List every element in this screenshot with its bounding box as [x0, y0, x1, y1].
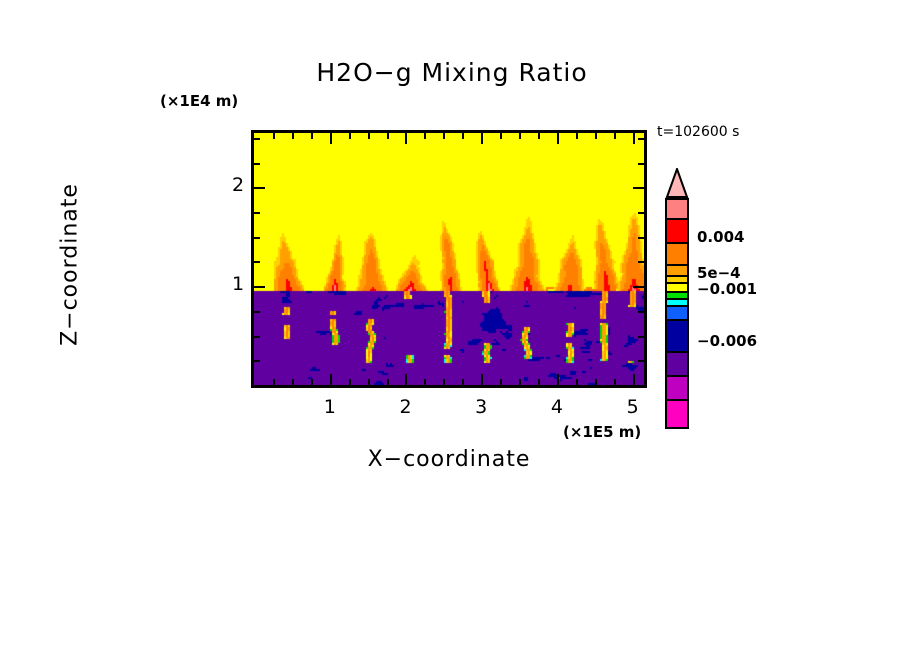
xaxis-units-label: (×1E5 m)	[563, 423, 642, 441]
axis-tick	[254, 212, 260, 214]
axis-tick	[254, 336, 260, 338]
colorbar-arrow-icon	[665, 168, 689, 198]
colorbar-tick-label: 5e−4	[697, 264, 741, 282]
axis-tick	[633, 286, 644, 288]
axis-tick	[500, 379, 502, 385]
colorbar-segment	[665, 353, 689, 377]
axis-tick	[254, 187, 265, 189]
axis-tick	[311, 379, 313, 385]
axis-tick	[443, 133, 445, 139]
xaxis-title: X−coordinate	[367, 447, 531, 472]
axis-tick	[254, 138, 260, 140]
axis-tick	[254, 360, 260, 362]
axis-tick	[500, 133, 502, 139]
xaxis-tick-label: 5	[626, 396, 639, 418]
axis-tick	[387, 379, 389, 385]
heatmap-field-canvas	[254, 133, 644, 385]
axis-tick	[273, 379, 275, 385]
axis-tick	[443, 379, 445, 385]
axis-tick	[292, 379, 294, 385]
axis-tick	[424, 133, 426, 139]
yaxis-tick-label: 1	[232, 273, 245, 296]
axis-tick	[292, 133, 294, 139]
colorbar-segment	[665, 277, 689, 284]
axis-tick	[638, 360, 644, 362]
axis-tick	[538, 133, 540, 139]
axis-tick	[330, 133, 332, 144]
axis-tick	[481, 133, 483, 144]
axis-tick	[330, 374, 332, 385]
axis-tick	[349, 379, 351, 385]
colorbar-segment	[665, 300, 689, 307]
yaxis-title: Z−coordinate	[57, 183, 83, 346]
axis-tick	[638, 311, 644, 313]
colorbar-segment	[665, 284, 689, 293]
time-annotation: t=102600 s	[657, 124, 740, 140]
yaxis-tick-label: 2	[232, 174, 245, 197]
yaxis-units-label: (×1E4 m)	[160, 92, 239, 110]
axis-tick	[368, 379, 370, 385]
axis-tick	[254, 286, 265, 288]
xaxis-tick-label: 1	[323, 396, 336, 418]
axis-tick	[638, 237, 644, 239]
xaxis-tick-label: 3	[475, 396, 488, 418]
axis-tick	[638, 163, 644, 165]
axis-tick	[481, 374, 483, 385]
axis-tick	[557, 374, 559, 385]
colorbar-segment	[665, 401, 689, 429]
axis-tick	[368, 133, 370, 139]
axis-tick	[638, 336, 644, 338]
axis-tick	[405, 374, 407, 385]
axis-tick	[519, 379, 521, 385]
colorbar-tick-label: −0.006	[697, 332, 758, 350]
colorbar-segment	[665, 244, 689, 266]
heatmap-plot-area	[251, 130, 647, 388]
colorbar-segment	[665, 266, 689, 277]
axis-tick	[614, 379, 616, 385]
axis-tick	[462, 379, 464, 385]
axis-tick	[387, 133, 389, 139]
colorbar-segment	[665, 377, 689, 401]
axis-tick	[254, 237, 260, 239]
axis-tick	[349, 133, 351, 139]
axis-tick	[595, 133, 597, 139]
axis-tick	[633, 133, 635, 144]
axis-tick	[638, 138, 644, 140]
axis-tick	[576, 133, 578, 139]
xaxis-tick-label: 2	[399, 396, 412, 418]
xaxis-tick-label: 4	[550, 396, 563, 418]
axis-tick	[614, 133, 616, 139]
axis-tick	[462, 133, 464, 139]
colorbar-tick-label: −0.001	[697, 280, 758, 298]
axis-tick	[254, 311, 260, 313]
axis-tick	[254, 163, 260, 165]
axis-tick	[424, 379, 426, 385]
colorbar	[665, 198, 689, 429]
axis-tick	[538, 379, 540, 385]
axis-tick	[633, 187, 644, 189]
colorbar-segment	[665, 321, 689, 353]
axis-tick	[405, 133, 407, 144]
axis-tick	[519, 133, 521, 139]
axis-tick	[638, 261, 644, 263]
axis-tick	[638, 212, 644, 214]
colorbar-segment	[665, 307, 689, 321]
axis-tick	[254, 261, 260, 263]
axis-tick	[595, 379, 597, 385]
axis-tick	[273, 133, 275, 139]
colorbar-segment	[665, 220, 689, 244]
colorbar-segment	[665, 293, 689, 300]
axis-tick	[633, 374, 635, 385]
colorbar-segment	[665, 198, 689, 220]
colorbar-tick-label: 0.004	[697, 228, 745, 246]
axis-tick	[576, 379, 578, 385]
axis-tick	[557, 133, 559, 144]
axis-tick	[311, 133, 313, 139]
page-title: H2O−g Mixing Ratio	[316, 58, 588, 87]
